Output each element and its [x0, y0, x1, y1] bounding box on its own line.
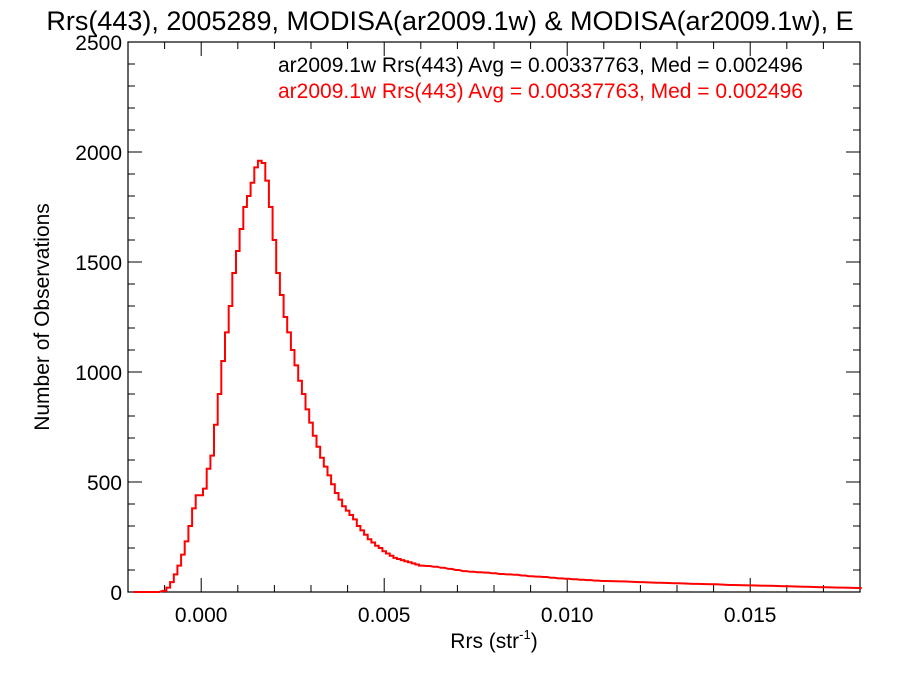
chart-title: Rrs(443), 2005289, MODISA(ar2009.1w) & M…: [46, 6, 854, 36]
x-tick-label: 0.000: [175, 604, 228, 627]
chart-title-container: Rrs(443), 2005289, MODISA(ar2009.1w) & M…: [0, 4, 900, 38]
legend-annotation-0: ar2009.1w Rrs(443) Avg = 0.00337763, Med…: [278, 54, 803, 77]
plot-frame: [127, 41, 861, 593]
y-tick-label: 1500: [75, 252, 122, 275]
x-tick-label: 0.015: [724, 604, 777, 627]
y-tick-label: 1000: [75, 362, 122, 385]
y-axis-label: Number of Observations: [31, 203, 54, 431]
x-axis-label: Rrs (str-1): [450, 627, 537, 653]
x-tick-label: 0.010: [541, 604, 594, 627]
x-tick-label: 0.005: [358, 604, 411, 627]
y-tick-label: 0: [110, 582, 122, 605]
histogram-series-line-0: [133, 159, 862, 593]
legend-annotation-1: ar2009.1w Rrs(443) Avg = 0.00337763, Med…: [278, 80, 803, 103]
y-tick-label: 2000: [75, 142, 122, 165]
y-tick-label: 500: [87, 472, 122, 495]
y-tick-label: 2500: [75, 32, 122, 55]
